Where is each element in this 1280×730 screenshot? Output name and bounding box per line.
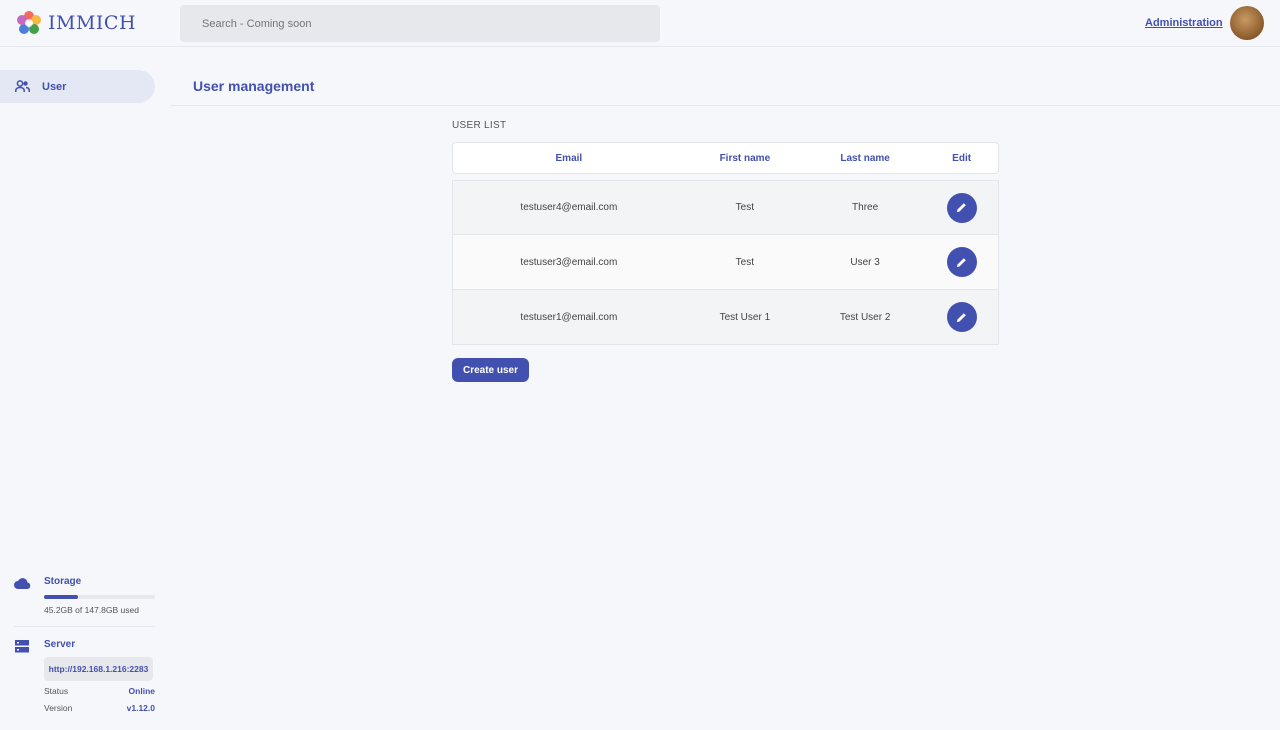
administration-link[interactable]: Administration — [1145, 17, 1223, 29]
last-name-cell: Test User 2 — [804, 290, 926, 345]
server-label: Server — [44, 639, 76, 650]
search-input[interactable] — [180, 5, 660, 42]
page-title: User management — [193, 78, 315, 94]
avatar[interactable] — [1230, 6, 1264, 40]
edit-user-button[interactable] — [946, 192, 977, 223]
column-last-name: Last name — [804, 142, 926, 174]
sidebar-item-label: User — [42, 80, 67, 93]
section-label: USER LIST — [452, 120, 507, 131]
storage-bar — [44, 595, 155, 599]
user-table: Email First name Last name Edit testuser… — [452, 142, 999, 345]
version-row: Version v1.12.0 — [44, 703, 155, 713]
create-user-button[interactable]: Create user — [452, 358, 529, 382]
column-edit: Edit — [925, 142, 999, 174]
sidebar-item-user[interactable]: User — [0, 70, 155, 103]
status-label: Status — [44, 686, 69, 696]
top-bar: IMMICH Administration — [0, 0, 1280, 47]
divider — [14, 626, 155, 627]
email-cell: testuser1@email.com — [452, 290, 685, 345]
version-value: v1.12.0 — [126, 703, 155, 713]
email-cell: testuser4@email.com — [452, 180, 685, 235]
pencil-icon — [957, 257, 966, 267]
storage-label: Storage — [44, 576, 82, 587]
column-first-name: First name — [684, 142, 805, 174]
last-name-cell: Three — [804, 180, 926, 235]
pencil-icon — [957, 203, 966, 213]
edit-user-button[interactable] — [946, 302, 977, 332]
table-row: testuser4@email.com Test Three — [452, 180, 999, 235]
server-url: http://192.168.1.216:2283 — [44, 657, 153, 681]
pencil-icon — [957, 312, 966, 322]
storage-used-text: 45.2GB of 147.8GB used — [44, 605, 139, 615]
status-value: Online — [128, 686, 155, 696]
table-header: Email First name Last name Edit — [452, 142, 999, 174]
logo-text: IMMICH — [48, 12, 137, 34]
cloud-icon — [14, 578, 31, 589]
last-name-cell: User 3 — [804, 235, 926, 290]
logo[interactable]: IMMICH — [16, 10, 136, 36]
divider — [170, 105, 1280, 106]
first-name-cell: Test User 1 — [684, 290, 805, 345]
table-row: testuser3@email.com Test User 3 — [452, 235, 999, 290]
immich-logo-icon — [17, 11, 41, 34]
column-email: Email — [452, 142, 685, 174]
first-name-cell: Test — [684, 180, 805, 235]
table-row: testuser1@email.com Test User 1 Test Use… — [452, 290, 999, 345]
status-row: Status Online — [44, 686, 155, 696]
version-label: Version — [44, 703, 73, 713]
first-name-cell: Test — [684, 235, 805, 290]
users-icon — [15, 80, 30, 92]
email-cell: testuser3@email.com — [452, 235, 685, 290]
server-icon — [15, 640, 29, 653]
edit-user-button[interactable] — [946, 247, 977, 277]
storage-bar-fill — [44, 595, 78, 599]
